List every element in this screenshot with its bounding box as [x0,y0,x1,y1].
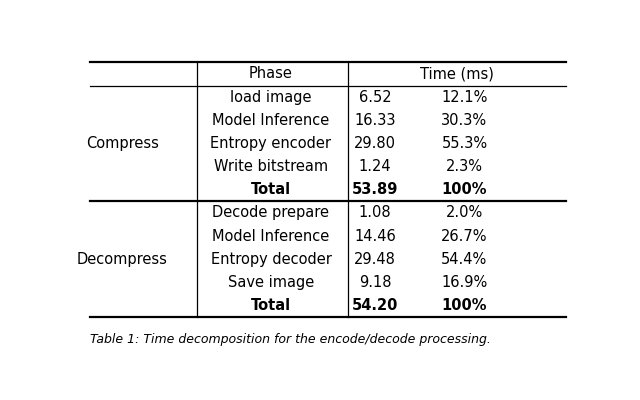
Text: 54.4%: 54.4% [441,252,488,267]
Text: 1.24: 1.24 [359,159,392,174]
Text: Model Inference: Model Inference [212,113,330,128]
Text: Compress: Compress [86,136,159,151]
Text: 53.89: 53.89 [352,182,398,197]
Text: 29.80: 29.80 [354,136,396,151]
Text: Entropy decoder: Entropy decoder [211,252,332,267]
Text: Model Inference: Model Inference [212,228,330,244]
Text: Entropy encoder: Entropy encoder [211,136,332,151]
Text: 16.33: 16.33 [355,113,396,128]
Text: 2.3%: 2.3% [446,159,483,174]
Text: 9.18: 9.18 [359,275,392,290]
Text: load image: load image [230,90,312,105]
Text: Table 1: Time decomposition for the encode/decode processing.: Table 1: Time decomposition for the enco… [90,332,491,346]
Text: Decode prepare: Decode prepare [212,206,330,220]
Text: 55.3%: 55.3% [442,136,488,151]
Text: 29.48: 29.48 [354,252,396,267]
Text: 1.08: 1.08 [359,206,392,220]
Text: 100%: 100% [442,182,487,197]
Text: 54.20: 54.20 [352,298,398,313]
Text: 26.7%: 26.7% [441,228,488,244]
Text: Save image: Save image [228,275,314,290]
Text: Total: Total [251,182,291,197]
Text: 2.0%: 2.0% [446,206,483,220]
Text: Decompress: Decompress [77,252,168,267]
Text: Write bitstream: Write bitstream [214,159,328,174]
Text: 30.3%: 30.3% [442,113,488,128]
Text: Total: Total [251,298,291,313]
Text: 12.1%: 12.1% [441,90,488,105]
Text: Phase: Phase [249,66,293,81]
Text: 16.9%: 16.9% [441,275,488,290]
Text: 100%: 100% [442,298,487,313]
Text: 6.52: 6.52 [359,90,392,105]
Text: 14.46: 14.46 [355,228,396,244]
Text: Time (ms): Time (ms) [420,66,494,81]
